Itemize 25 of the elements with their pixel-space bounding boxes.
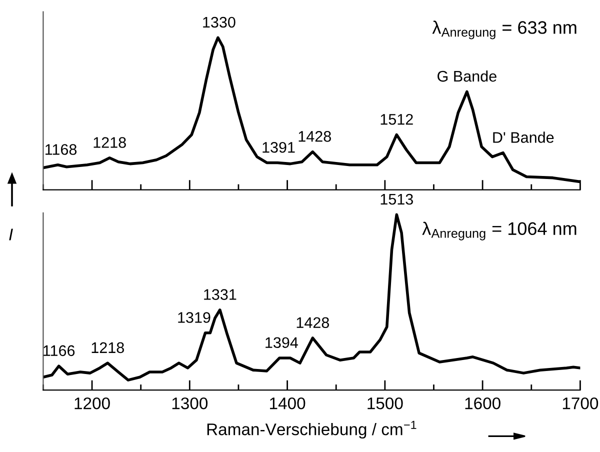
annotation: 1428 xyxy=(296,317,330,328)
annotation: 1394 xyxy=(266,337,298,348)
annotation: λ$_{Anregung}$ = 1064 nm xyxy=(422,222,576,240)
x-tick-label: 1400 xyxy=(270,397,306,410)
annotation: 1330 xyxy=(203,16,236,28)
annotation: 1168 xyxy=(46,144,77,155)
annotation: 1331 xyxy=(204,289,236,300)
annotation: 1513 xyxy=(380,194,413,205)
annotation: λ$_{Anregung}$ = 633 nm xyxy=(432,20,576,40)
annotation: 1391 xyxy=(262,142,295,153)
annotation: 1428 xyxy=(298,131,331,142)
x-tick-label: 1300 xyxy=(172,397,208,410)
annotation: 1218 xyxy=(94,137,126,148)
annotation: 1218 xyxy=(92,342,124,354)
annotation: 1166 xyxy=(44,345,75,356)
y-axis-title: I xyxy=(9,228,13,240)
annotation: G Bande xyxy=(438,70,496,82)
x-tick-label: 1700 xyxy=(562,397,598,410)
x-tick-label: 1200 xyxy=(74,397,110,410)
annotation: 1512 xyxy=(380,114,413,125)
annotation: 1319 xyxy=(178,312,210,323)
annotation: D' Bande xyxy=(493,132,554,143)
x-tick-label: 1500 xyxy=(368,397,403,410)
x-tick-label: 1600 xyxy=(465,397,500,410)
x-axis-title: Raman-Verschiebung / cm$^{−1}$ xyxy=(207,420,416,439)
